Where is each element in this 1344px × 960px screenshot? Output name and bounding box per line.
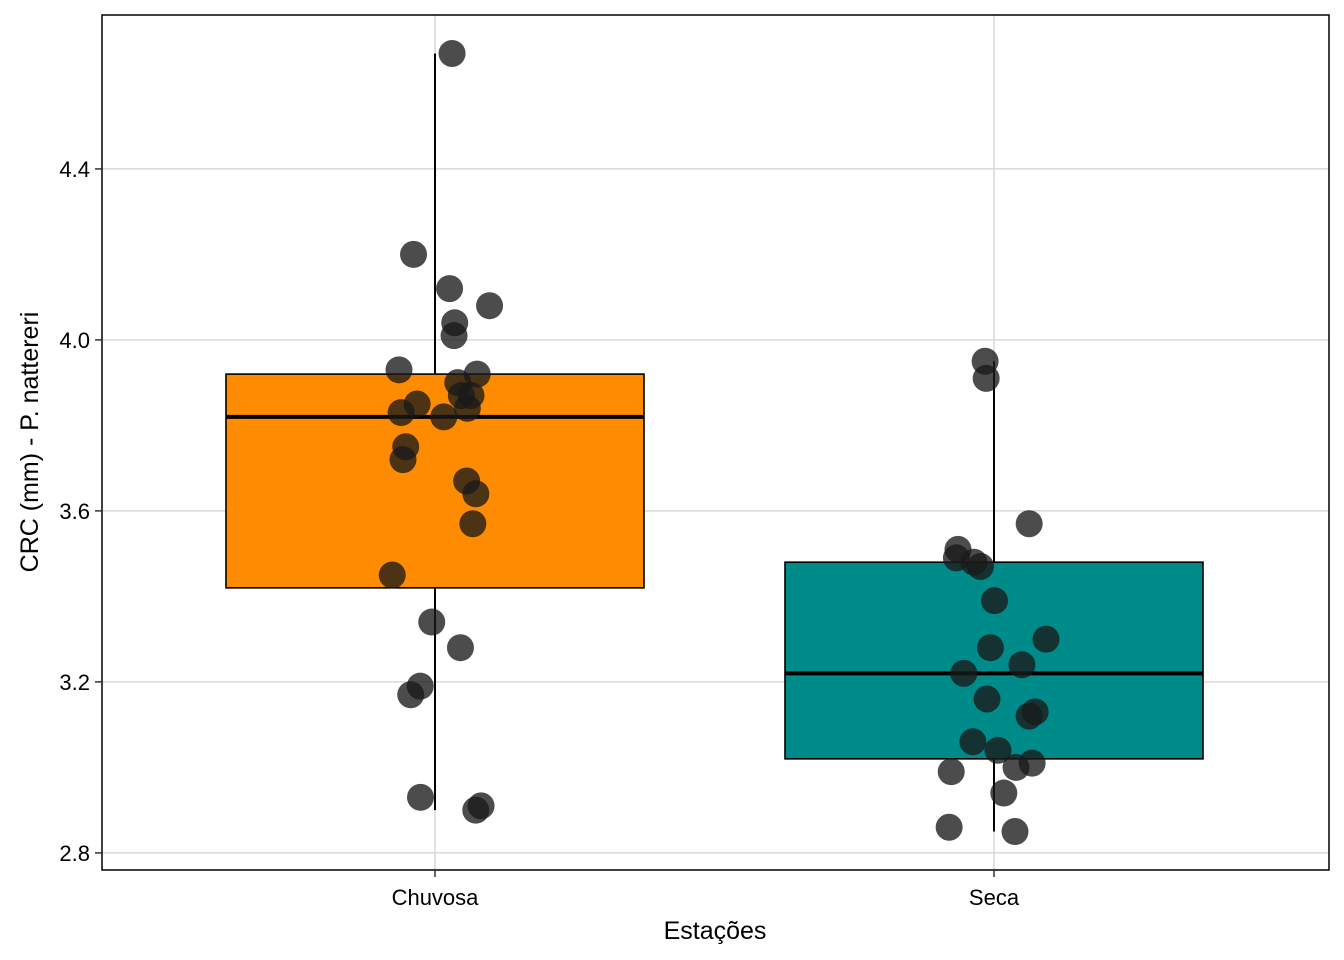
- data-point: [459, 510, 487, 538]
- data-point: [973, 685, 1001, 713]
- data-point: [1032, 625, 1060, 653]
- data-point: [959, 728, 987, 756]
- data-point: [984, 736, 1012, 764]
- y-axis-title: CRC (mm) - P. nattereri: [16, 312, 44, 573]
- data-point: [1001, 818, 1029, 846]
- x-axis-title: Estações: [664, 917, 767, 945]
- x-axis: Chuvosa Seca: [392, 870, 1020, 910]
- plot-panel-border: [101, 14, 1330, 871]
- data-point: [937, 758, 965, 786]
- y-tick-label: 2.8: [59, 841, 90, 866]
- data-point: [453, 394, 481, 422]
- x-tick-label: Chuvosa: [392, 885, 480, 910]
- y-tick-label: 4.4: [59, 157, 90, 182]
- y-tick-label: 3.6: [59, 499, 90, 524]
- data-point: [1015, 510, 1043, 538]
- data-point: [400, 240, 428, 268]
- data-point: [980, 587, 1008, 615]
- points-layer: [378, 39, 1060, 846]
- data-point: [1015, 702, 1043, 730]
- data-point: [1002, 753, 1030, 781]
- data-point: [438, 39, 466, 67]
- data-point: [990, 779, 1018, 807]
- data-point: [440, 322, 468, 350]
- data-point: [462, 480, 490, 508]
- data-point: [389, 446, 417, 474]
- y-tick-label: 4.0: [59, 328, 90, 353]
- data-point: [397, 681, 425, 709]
- data-point: [976, 634, 1004, 662]
- x-tick-label: Seca: [969, 885, 1020, 910]
- data-point: [1008, 651, 1036, 679]
- data-point: [387, 399, 415, 427]
- data-point: [446, 634, 474, 662]
- box-chuvosa: [225, 373, 645, 589]
- data-point: [418, 608, 446, 636]
- data-point: [972, 364, 1000, 392]
- data-point: [476, 292, 504, 320]
- y-tick-label: 3.2: [59, 670, 90, 695]
- data-point: [385, 356, 413, 384]
- data-point: [935, 813, 963, 841]
- data-point: [378, 561, 406, 589]
- data-point: [436, 275, 464, 303]
- data-point: [950, 659, 978, 687]
- y-axis: 2.8 3.2 3.6 4.0 4.4: [59, 157, 102, 866]
- data-point: [407, 783, 435, 811]
- data-point: [966, 552, 994, 580]
- data-point: [430, 403, 458, 431]
- data-point: [462, 796, 490, 824]
